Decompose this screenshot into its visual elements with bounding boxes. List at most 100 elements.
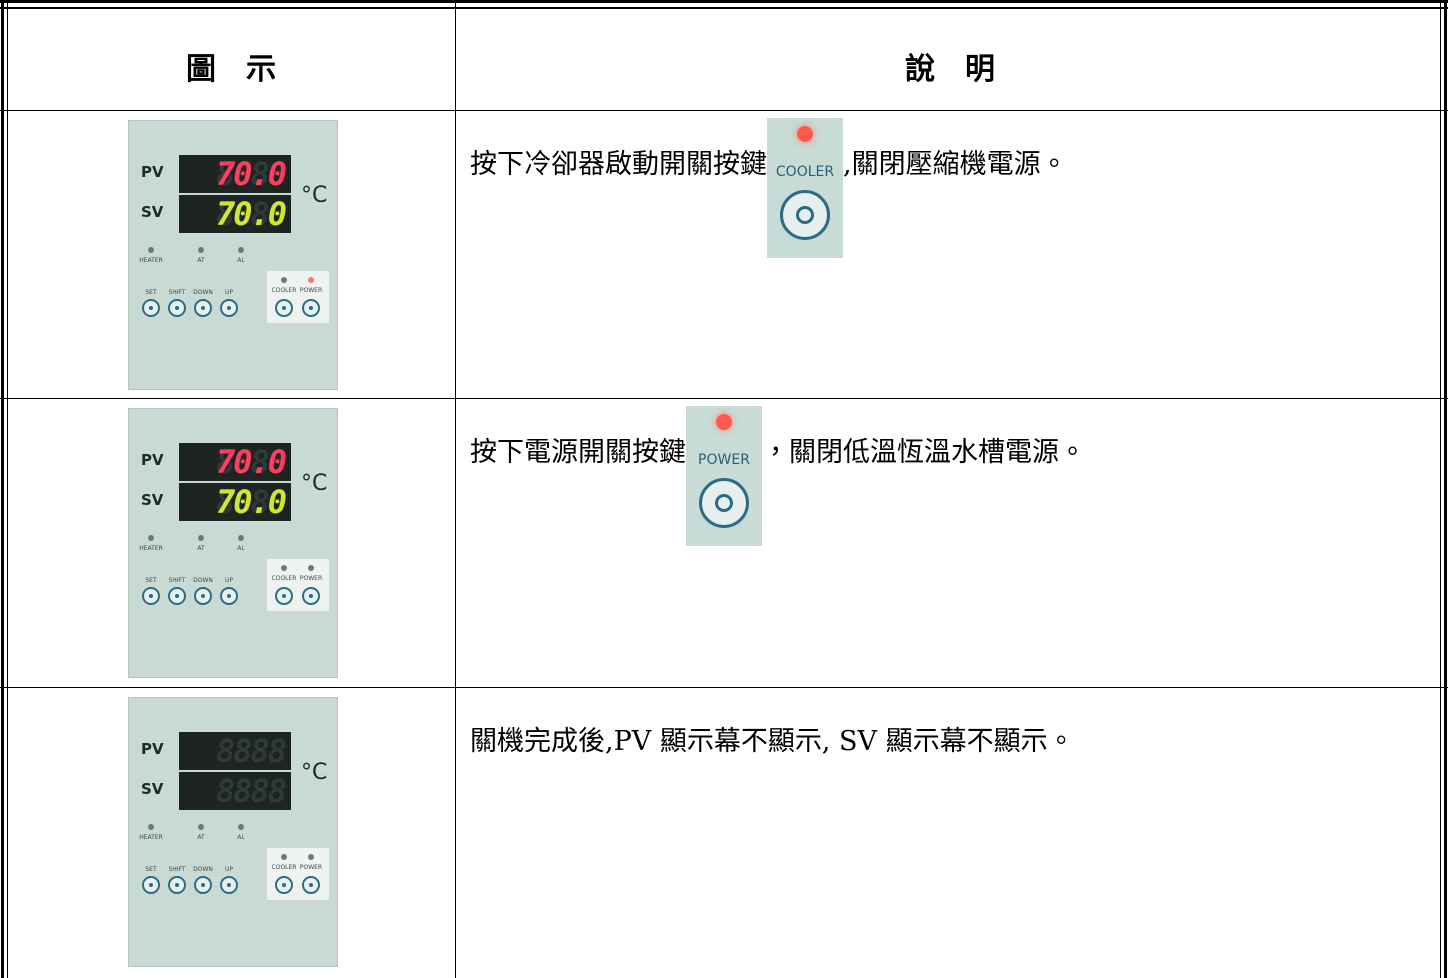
led — [281, 854, 287, 860]
button-label: UP — [224, 866, 234, 873]
key-label: POWER — [299, 287, 323, 294]
key-label: POWER — [299, 864, 323, 871]
button-label: SHIFT — [168, 289, 186, 296]
unit: °C — [301, 760, 328, 785]
description: 關機完成後,PV 顯示幕不顯示, SV 顯示幕不顯示。 — [470, 722, 1075, 762]
icon-led — [797, 126, 813, 142]
button-label: SHIFT — [168, 866, 186, 873]
key — [275, 299, 293, 317]
button-label: SET — [145, 577, 157, 584]
display: 8888 70.0 — [179, 155, 291, 193]
key-icon: POWER — [686, 406, 762, 546]
button-label: UP — [224, 289, 234, 296]
description-text: 關機完成後,PV 顯示幕不顯示, SV 顯示幕不顯示。 — [470, 726, 1075, 757]
pv-label: PV — [141, 451, 164, 469]
button — [142, 587, 160, 605]
led-label: HEATER — [139, 257, 163, 264]
button — [194, 876, 212, 894]
led — [238, 824, 244, 830]
description-text: 按下電源開關按鍵 — [470, 437, 686, 468]
description-text: 按下冷卻器啟動開關按鍵 — [470, 149, 767, 180]
sv-label: SV — [141, 491, 164, 509]
description-text: ，關閉低溫恆溫水槽電源。 — [762, 437, 1086, 468]
control-panel: PV SV 8888 70.0 8888 70.0 °C HEATER AT AL SET SHIFT… — [128, 120, 338, 390]
display-ghost: 8888 — [215, 772, 287, 810]
sv-label: SV — [141, 780, 164, 798]
led — [148, 535, 154, 541]
display: 8888 — [179, 772, 291, 810]
key — [302, 299, 320, 317]
key — [302, 876, 320, 894]
description: 按下電源開關按鍵 POWER ，關閉低溫恆溫水槽電源。 — [470, 406, 1086, 546]
unit: °C — [301, 183, 328, 208]
button-label: SHIFT — [168, 577, 186, 584]
button-label: SET — [145, 289, 157, 296]
led — [308, 565, 314, 571]
icon-label: COOLER — [775, 164, 835, 180]
led-label: AT — [197, 257, 205, 264]
key-label: COOLER — [271, 575, 297, 582]
led — [238, 247, 244, 253]
key-label: COOLER — [271, 864, 297, 871]
border — [1440, 0, 1441, 978]
pv-label: PV — [141, 163, 164, 181]
button-label: DOWN — [193, 289, 213, 296]
led — [198, 535, 204, 541]
button-label: UP — [224, 577, 234, 584]
border — [455, 0, 456, 978]
led-label: HEATER — [139, 834, 163, 841]
key — [275, 876, 293, 894]
display: 8888 70.0 — [179, 443, 291, 481]
led — [198, 824, 204, 830]
key-label: COOLER — [271, 287, 297, 294]
icon-ring — [780, 190, 830, 240]
key-box — [267, 559, 329, 611]
button — [220, 876, 238, 894]
display-value: 70.0 — [215, 155, 287, 193]
button — [168, 299, 186, 317]
icon-ring — [699, 478, 749, 528]
border — [7, 0, 8, 978]
button-label: DOWN — [193, 866, 213, 873]
button — [168, 587, 186, 605]
led-label: AT — [197, 545, 205, 552]
display: 8888 — [179, 732, 291, 770]
control-panel: PV SV 8888 8888 °C HEATER AT AL SET SHIFT DOWN UP CO… — [128, 697, 338, 967]
border — [0, 110, 1448, 111]
display: 8888 70.0 — [179, 195, 291, 233]
border — [1444, 0, 1447, 978]
control-panel: PV SV 8888 70.0 8888 70.0 °C HEATER AT AL SET SHIFT… — [128, 408, 338, 678]
description: 按下冷卻器啟動開關按鍵 COOLER ,關閉壓縮機電源。 — [470, 118, 1068, 258]
key-label: POWER — [299, 575, 323, 582]
led-label: AL — [237, 545, 245, 552]
button — [220, 299, 238, 317]
icon-led — [716, 414, 732, 430]
button-label: DOWN — [193, 577, 213, 584]
button — [194, 299, 212, 317]
border — [0, 7, 1448, 9]
button — [142, 299, 160, 317]
led-label: AL — [237, 834, 245, 841]
key-box — [267, 848, 329, 900]
icon-label: POWER — [698, 452, 750, 468]
display-ghost: 8888 — [215, 732, 287, 770]
display-ghost: 8888 — [215, 155, 287, 193]
led — [281, 565, 287, 571]
border — [1, 0, 4, 978]
led — [148, 247, 154, 253]
header-cell: 圖 示 — [186, 52, 276, 87]
button — [220, 587, 238, 605]
led — [281, 277, 287, 283]
button-label: SET — [145, 866, 157, 873]
key — [302, 587, 320, 605]
display: 8888 70.0 — [179, 483, 291, 521]
display-ghost: 8888 — [215, 195, 287, 233]
key-box — [267, 271, 329, 323]
led — [238, 535, 244, 541]
border — [0, 398, 1448, 399]
display-value: 70.0 — [215, 195, 287, 233]
display-value: 70.0 — [215, 443, 287, 481]
sv-label: SV — [141, 203, 164, 221]
